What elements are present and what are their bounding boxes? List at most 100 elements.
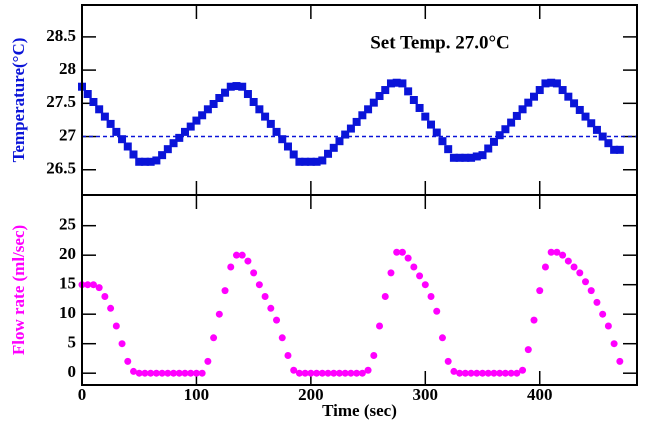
marker bbox=[576, 269, 584, 277]
plot-frame bbox=[81, 194, 638, 386]
marker bbox=[284, 351, 292, 359]
y-tick-label: 20 bbox=[59, 244, 76, 263]
marker bbox=[335, 369, 343, 377]
y-tick-label: 26.5 bbox=[46, 159, 76, 178]
marker bbox=[598, 132, 607, 141]
x-tick-label: 300 bbox=[413, 385, 439, 404]
marker bbox=[404, 254, 412, 262]
marker bbox=[364, 105, 373, 114]
marker bbox=[370, 351, 378, 359]
marker bbox=[273, 316, 281, 324]
marker bbox=[152, 369, 160, 377]
marker bbox=[484, 144, 493, 153]
marker bbox=[89, 97, 98, 106]
marker bbox=[610, 340, 618, 348]
marker bbox=[243, 90, 252, 99]
marker bbox=[347, 369, 355, 377]
marker bbox=[438, 334, 446, 342]
marker bbox=[221, 88, 230, 97]
marker bbox=[312, 157, 321, 166]
marker bbox=[398, 79, 407, 88]
marker bbox=[456, 369, 464, 377]
marker bbox=[170, 369, 178, 377]
marker bbox=[461, 153, 470, 162]
marker bbox=[490, 369, 498, 377]
marker bbox=[181, 369, 189, 377]
plot-frame bbox=[81, 4, 638, 196]
marker bbox=[175, 133, 184, 142]
marker bbox=[226, 82, 235, 91]
marker bbox=[432, 128, 441, 137]
marker bbox=[255, 105, 264, 114]
marker bbox=[582, 278, 590, 286]
marker bbox=[467, 369, 475, 377]
marker bbox=[227, 263, 235, 271]
marker bbox=[369, 98, 378, 107]
marker bbox=[570, 99, 579, 108]
marker bbox=[444, 357, 452, 365]
marker bbox=[192, 116, 201, 125]
marker bbox=[123, 142, 132, 151]
marker bbox=[393, 248, 401, 256]
marker bbox=[553, 248, 561, 256]
y-tick-label: 27.5 bbox=[46, 92, 76, 111]
marker bbox=[278, 135, 287, 144]
y-tick-label: 28.5 bbox=[46, 26, 76, 45]
marker bbox=[100, 112, 109, 121]
marker bbox=[479, 369, 487, 377]
marker bbox=[129, 150, 138, 159]
marker bbox=[398, 248, 406, 256]
marker bbox=[592, 125, 601, 134]
annotation: Set Temp. 27.0°C bbox=[370, 32, 510, 53]
marker bbox=[547, 78, 556, 87]
y-tick-label: 15 bbox=[59, 274, 76, 293]
marker bbox=[244, 257, 252, 265]
marker bbox=[146, 157, 155, 166]
marker bbox=[410, 263, 418, 271]
x-tick-label: 200 bbox=[298, 385, 324, 404]
marker bbox=[335, 137, 344, 146]
marker bbox=[570, 263, 578, 271]
marker bbox=[421, 281, 429, 289]
marker bbox=[364, 366, 372, 374]
marker bbox=[536, 287, 544, 295]
marker bbox=[530, 316, 538, 324]
marker bbox=[541, 263, 549, 271]
y-tick-label: 10 bbox=[59, 303, 76, 322]
marker bbox=[169, 139, 178, 148]
marker bbox=[112, 322, 120, 330]
marker bbox=[84, 281, 92, 289]
marker bbox=[249, 97, 258, 106]
marker bbox=[616, 357, 624, 365]
marker bbox=[386, 79, 395, 88]
marker bbox=[524, 98, 533, 107]
marker bbox=[450, 367, 458, 375]
marker bbox=[358, 369, 366, 377]
marker bbox=[152, 156, 161, 165]
marker bbox=[158, 369, 166, 377]
marker bbox=[141, 369, 149, 377]
marker bbox=[547, 248, 555, 256]
marker bbox=[478, 151, 487, 160]
marker bbox=[427, 292, 435, 300]
marker bbox=[266, 119, 275, 128]
marker bbox=[307, 369, 315, 377]
marker bbox=[421, 112, 430, 121]
marker bbox=[564, 92, 573, 101]
marker bbox=[518, 105, 527, 114]
marker bbox=[324, 149, 333, 158]
marker bbox=[232, 82, 241, 91]
marker bbox=[289, 150, 298, 159]
marker bbox=[581, 112, 590, 121]
marker bbox=[118, 340, 126, 348]
x-axis-label: Time (sec) bbox=[322, 401, 397, 420]
marker bbox=[301, 157, 310, 166]
marker bbox=[552, 79, 561, 88]
marker bbox=[290, 366, 298, 374]
marker bbox=[587, 119, 596, 128]
marker bbox=[295, 157, 304, 166]
marker bbox=[535, 86, 544, 95]
marker bbox=[541, 79, 550, 88]
marker bbox=[129, 367, 137, 375]
marker bbox=[261, 292, 269, 300]
